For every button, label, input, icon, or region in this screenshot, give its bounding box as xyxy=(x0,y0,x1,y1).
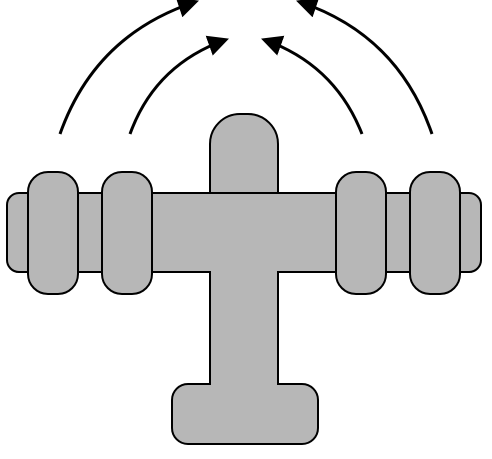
aircraft-icon xyxy=(6,113,482,445)
arrow-inner-right xyxy=(261,35,364,135)
rotation-arrows xyxy=(58,0,434,135)
silhouette-fill xyxy=(29,194,459,443)
arrow-outer-right xyxy=(296,0,434,135)
arrow-outer-left xyxy=(58,0,199,135)
arrow-inner-left xyxy=(128,35,229,135)
